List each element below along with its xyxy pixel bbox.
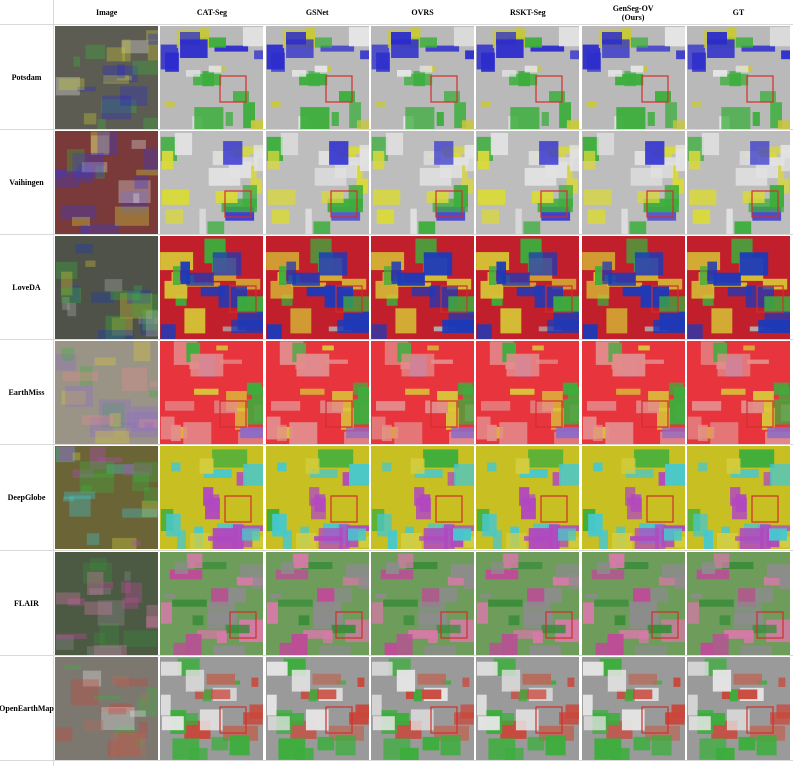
segmentation-map	[370, 446, 474, 550]
segmentation-map	[476, 656, 580, 760]
input-image	[55, 446, 158, 550]
row-label: LoveDA	[12, 283, 41, 293]
segmentation-map	[265, 656, 369, 760]
segmentation-map	[370, 551, 474, 655]
segmentation-map	[581, 551, 685, 655]
segmentation-map	[686, 236, 790, 340]
segmentation-map	[160, 446, 264, 550]
border	[0, 654, 793, 656]
segmentation-map	[686, 131, 790, 235]
column-header: CAT-Seg	[196, 8, 228, 17]
input-image	[55, 26, 158, 129]
row-label: Vaihingen	[9, 178, 44, 188]
row-label: Potsdam	[11, 73, 42, 83]
input-image	[55, 551, 158, 655]
column-header: Image	[95, 8, 118, 17]
segmentation-map	[265, 26, 369, 129]
border	[0, 24, 793, 25]
segmentation-map	[265, 341, 369, 445]
segmentation-map	[370, 656, 474, 760]
segmentation-map	[160, 551, 264, 655]
segmentation-map	[686, 26, 790, 129]
segmentation-map	[370, 236, 474, 340]
input-image	[55, 656, 158, 760]
segmentation-map	[265, 236, 369, 340]
segmentation-map	[581, 446, 685, 550]
segmentation-map	[160, 341, 264, 445]
segmentation-map	[265, 446, 369, 550]
row-label: DeepGlobe	[7, 493, 46, 503]
segmentation-map	[160, 236, 264, 340]
segmentation-map	[476, 551, 580, 655]
segmentation-map	[160, 131, 264, 235]
segmentation-map	[476, 26, 580, 129]
segmentation-map	[581, 236, 685, 340]
border	[0, 129, 793, 131]
segmentation-map	[686, 341, 790, 445]
segmentation-map	[686, 656, 790, 760]
column-header: GenSeg-OV (Ours)	[612, 3, 654, 22]
column-header: OVRS	[411, 8, 434, 17]
segmentation-map	[265, 131, 369, 235]
segmentation-map	[370, 26, 474, 129]
row-label: EarthMiss	[8, 388, 45, 398]
input-image	[55, 236, 158, 340]
border	[0, 549, 793, 551]
segmentation-map	[581, 656, 685, 760]
segmentation-map	[160, 26, 264, 129]
segmentation-map	[686, 446, 790, 550]
segmentation-map	[581, 341, 685, 445]
border	[0, 444, 793, 446]
row-label: FLAIR	[14, 598, 39, 608]
segmentation-map	[160, 656, 264, 760]
segmentation-map	[370, 131, 474, 235]
segmentation-map	[581, 26, 685, 129]
column-header: RSKT-Seg	[509, 8, 546, 17]
input-image	[55, 341, 158, 445]
border	[0, 339, 793, 341]
segmentation-map	[370, 341, 474, 445]
border	[0, 234, 793, 236]
input-image	[55, 131, 158, 235]
segmentation-map	[686, 551, 790, 655]
segmentation-map	[581, 131, 685, 235]
border	[53, 0, 54, 766]
segmentation-map	[476, 236, 580, 340]
border	[0, 759, 793, 761]
row-label: OpenEarthMap	[0, 703, 54, 713]
segmentation-map	[476, 341, 580, 445]
segmentation-map	[476, 131, 580, 235]
segmentation-map	[476, 446, 580, 550]
segmentation-map	[265, 551, 369, 655]
column-header: GT	[732, 8, 745, 17]
column-header: GSNet	[305, 8, 329, 17]
